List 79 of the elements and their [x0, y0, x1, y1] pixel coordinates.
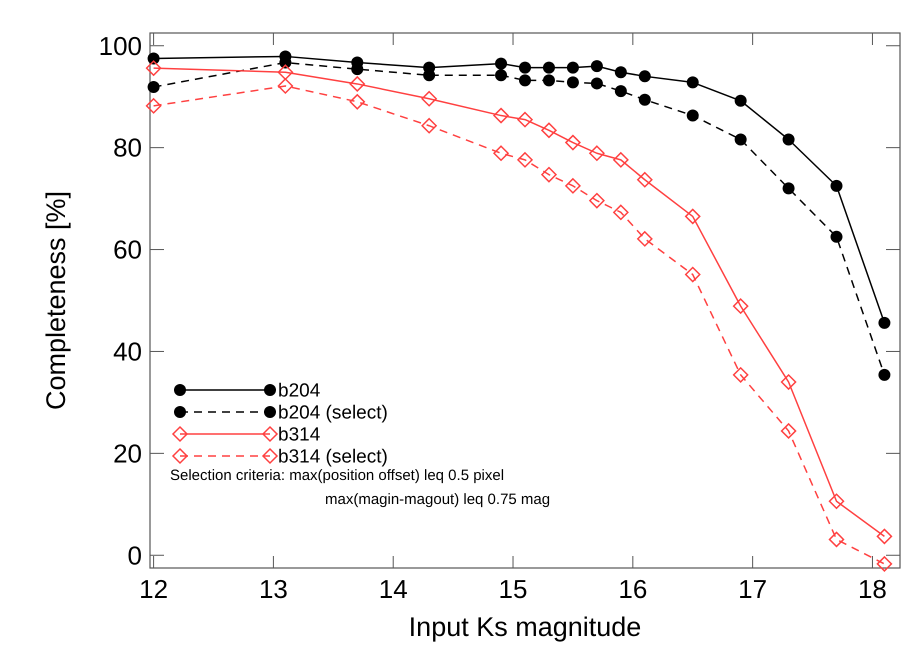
x-tick-label: 15 — [498, 574, 528, 604]
y-tick-label: 20 — [113, 438, 142, 468]
point — [876, 528, 892, 544]
point — [734, 133, 747, 146]
x-axis-title: Input Ks magnitude — [408, 612, 642, 642]
point — [613, 204, 629, 220]
x-tick-label: 12 — [139, 574, 168, 604]
y-tick-label: 100 — [98, 30, 142, 61]
point — [638, 70, 651, 82]
point — [830, 180, 842, 192]
y-tick-label: 0 — [128, 540, 142, 570]
point — [495, 69, 508, 82]
point — [782, 133, 795, 146]
annotation: max(magin-magout) leq 0.75 mag — [325, 491, 550, 508]
point — [519, 62, 531, 74]
point — [146, 98, 162, 114]
point — [614, 85, 627, 98]
x-tick-label: 13 — [258, 574, 288, 604]
point — [566, 76, 579, 88]
point — [589, 146, 605, 161]
point — [421, 90, 437, 106]
point — [878, 368, 890, 381]
point — [782, 182, 795, 194]
point — [421, 118, 437, 134]
point — [278, 64, 294, 80]
point — [517, 152, 533, 168]
point — [517, 112, 533, 128]
point — [495, 58, 508, 70]
point — [732, 298, 748, 314]
x-tick-label: 16 — [618, 574, 648, 604]
point — [148, 52, 160, 64]
point — [614, 66, 627, 78]
legend-label: b314 (select) — [278, 446, 388, 468]
point — [734, 94, 747, 107]
point — [686, 76, 699, 88]
point — [828, 494, 844, 509]
legend-label: b204 (select) — [278, 402, 388, 424]
x-tick-label: 17 — [738, 574, 768, 604]
point — [878, 316, 890, 329]
legend-label: b204 — [278, 380, 321, 402]
point — [541, 166, 557, 182]
point — [542, 74, 555, 86]
point — [589, 192, 605, 208]
x-tick-label: 14 — [378, 574, 408, 604]
point — [684, 266, 700, 282]
point — [542, 62, 555, 74]
y-axis-title: Completeness [%] — [41, 190, 71, 410]
point — [828, 532, 844, 548]
point — [278, 78, 294, 94]
annotation: Selection criteria: max(position offset) leq 0.5 pixel — [170, 467, 504, 484]
point — [519, 74, 531, 86]
point — [613, 152, 629, 168]
y-tick-label: 60 — [113, 234, 142, 265]
point — [146, 60, 162, 76]
x-tick-label: 18 — [858, 574, 887, 604]
point — [638, 94, 651, 106]
y-tick-label: 40 — [113, 336, 142, 367]
point — [350, 94, 366, 110]
point — [780, 374, 796, 390]
point — [686, 110, 699, 122]
point — [830, 230, 842, 243]
point — [590, 60, 603, 72]
point — [148, 81, 160, 94]
point — [493, 108, 509, 124]
point — [637, 172, 653, 188]
point — [565, 178, 581, 194]
point — [493, 146, 509, 161]
point — [565, 134, 581, 150]
y-tick-label: 80 — [113, 132, 142, 163]
point — [732, 367, 748, 383]
point — [637, 231, 653, 247]
point — [541, 122, 557, 138]
point — [780, 423, 796, 439]
point — [566, 62, 579, 74]
point — [684, 208, 700, 224]
point — [590, 77, 603, 90]
legend-label: b314 — [278, 424, 321, 446]
point — [876, 556, 892, 572]
point — [350, 76, 366, 92]
